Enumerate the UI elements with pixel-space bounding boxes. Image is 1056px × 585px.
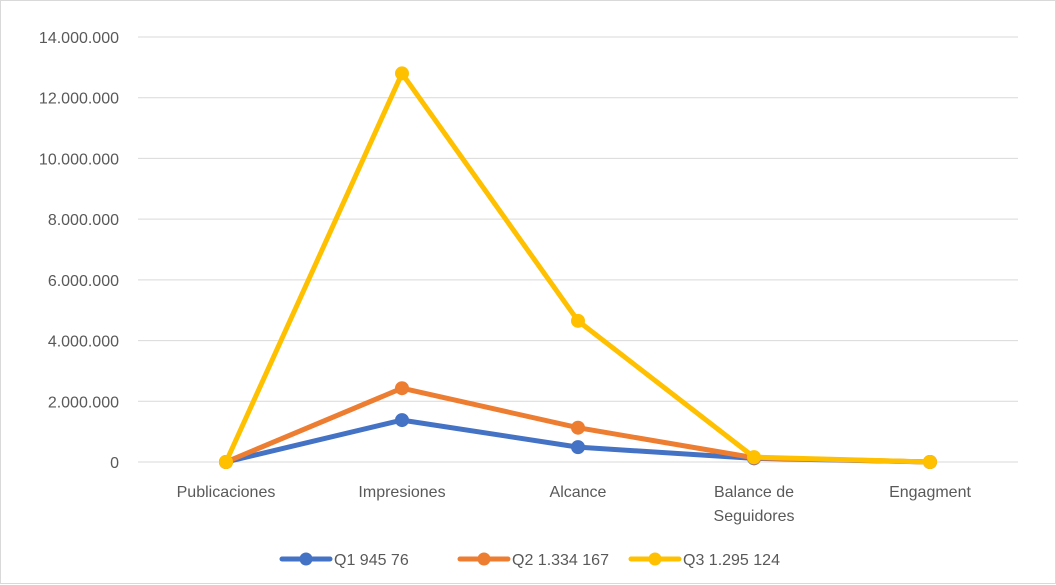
data-point <box>219 454 233 469</box>
legend-label: Q3 1.295 124 <box>683 552 780 569</box>
data-point <box>395 413 409 428</box>
legend-item: Q1 945 76 <box>279 552 409 569</box>
y-tick-label: 0 <box>110 455 119 472</box>
series-2 <box>219 381 937 469</box>
y-tick-label: 2.000.000 <box>48 394 119 411</box>
x-tick-label: Engagment <box>889 484 971 501</box>
legend-label: Q1 945 76 <box>334 552 409 569</box>
legend-swatch-marker <box>648 552 662 566</box>
data-point <box>923 454 937 469</box>
series-line <box>223 70 933 465</box>
y-tick-label: 10.000.000 <box>39 151 119 168</box>
y-tick-label: 14.000.000 <box>39 30 119 47</box>
y-tick-label: 6.000.000 <box>48 273 119 290</box>
legend-swatch-marker <box>477 552 491 566</box>
y-tick-label: 8.000.000 <box>48 212 119 229</box>
data-point <box>395 381 409 396</box>
data-point <box>395 66 409 81</box>
legend-label: Q2 1.334 167 <box>512 552 609 569</box>
legend-swatch-marker <box>299 552 313 566</box>
y-tick-label: 4.000.000 <box>48 334 119 351</box>
legend-item: Q3 1.295 124 <box>628 552 780 569</box>
x-tick-label: Balance de Seguidores <box>714 484 795 525</box>
legend-item: Q2 1.334 167 <box>457 552 609 569</box>
series-layer <box>219 66 937 469</box>
series-3 <box>219 66 937 469</box>
data-point <box>571 420 585 435</box>
x-axis: Publicaciones Impresiones Alcance Balance d… <box>177 484 972 525</box>
gridlines <box>138 36 1018 463</box>
data-point <box>571 440 585 455</box>
x-tick-label: Alcance <box>550 484 607 501</box>
x-tick-label: Impresiones <box>358 484 445 501</box>
y-axis: 0 2.000.000 4.000.000 6.000.000 8.000.000 10.… <box>39 30 119 472</box>
x-tick-label: Publicaciones <box>177 484 276 501</box>
data-point <box>571 313 585 328</box>
data-point <box>747 450 761 465</box>
legend: Q1 945 76 Q2 1.334 167 Q3 1.295 124 <box>279 552 780 569</box>
y-tick-label: 12.000.000 <box>39 91 119 108</box>
